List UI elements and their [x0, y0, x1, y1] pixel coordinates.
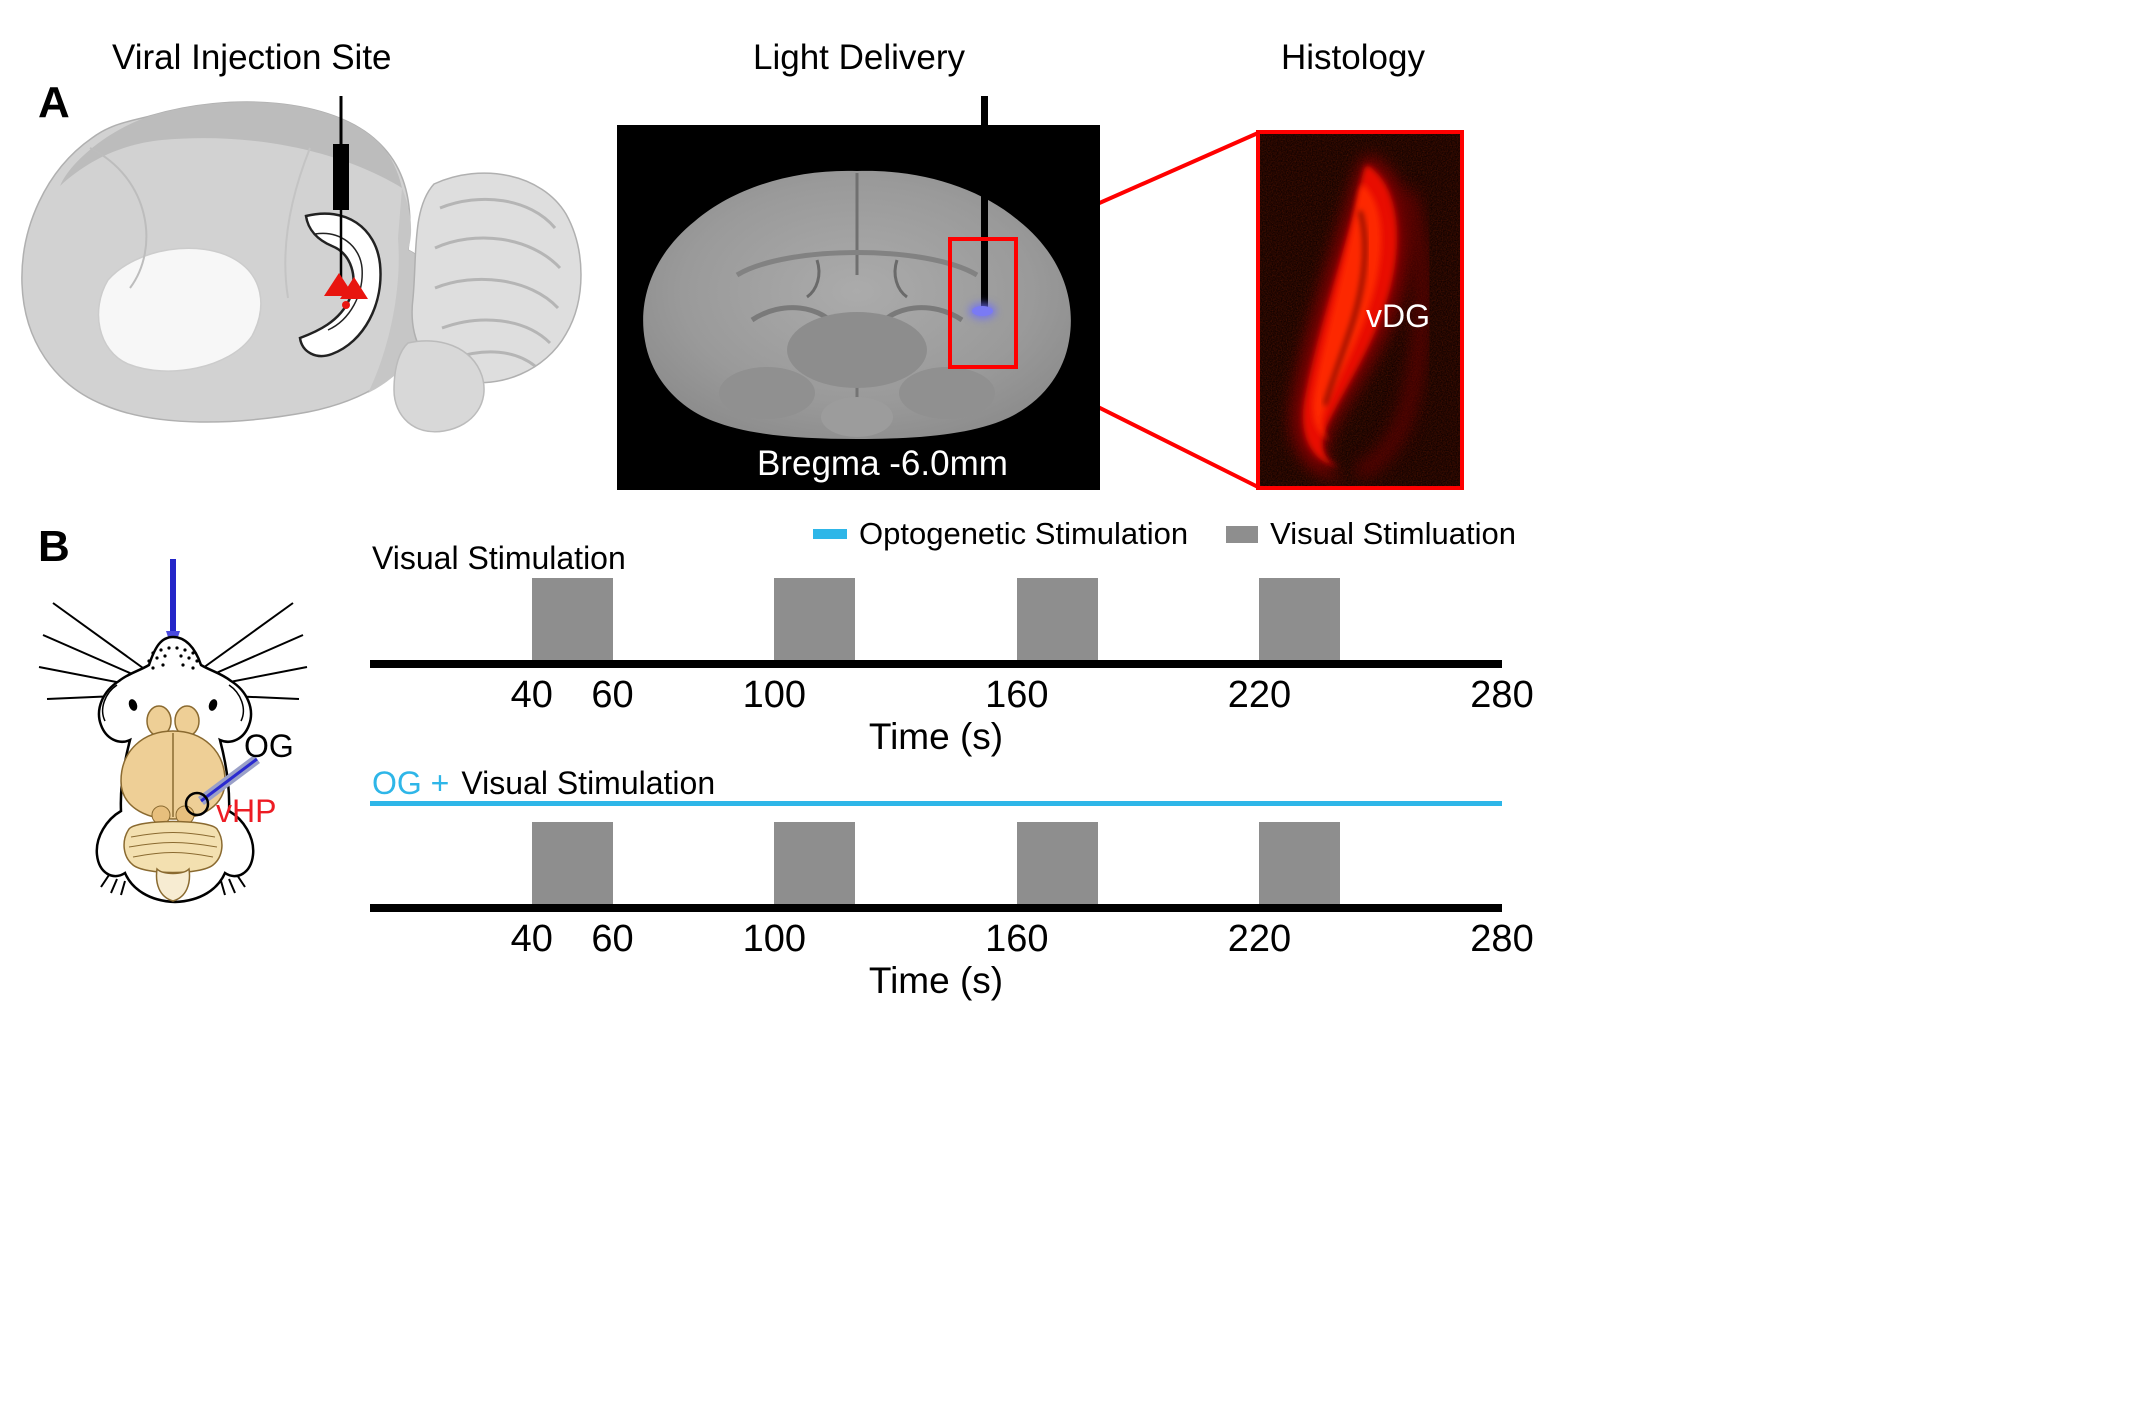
time-axis: [370, 904, 1502, 912]
cerebellum-outline: [411, 172, 582, 384]
visual-stim-bar: [1259, 578, 1341, 660]
time-axis-tick: 220: [1227, 674, 1292, 716]
visual-stim-bar: [531, 578, 613, 660]
time-axis-label: Time (s): [868, 716, 1004, 757]
bregma-caption: Bregma -6.0mm: [757, 444, 1008, 483]
time-axis-tick: 160: [985, 674, 1049, 716]
time-axis-tick: 40: [510, 918, 553, 960]
mri-coronal-section: [617, 125, 1100, 490]
implant-fiber-icon: [166, 559, 180, 643]
visual-stim-bar: [1016, 822, 1098, 904]
visual-timeline-title: Visual Stimulation: [372, 540, 626, 576]
optogenetic-legend-swatch: [813, 529, 847, 539]
histology-title: Histology: [1281, 38, 1425, 77]
time-axis: [370, 660, 1502, 668]
panel-a-label: A: [38, 78, 70, 127]
fiber-light-tip: [972, 306, 993, 316]
stimulation-legend: Optogenetic Stimulation Visual Stimluati…: [813, 516, 1516, 552]
hippocampus-outline: [298, 212, 382, 358]
time-axis-tick: 160: [985, 918, 1049, 960]
viral-injection-title: Viral Injection Site: [112, 38, 392, 77]
time-axis-tick: 100: [742, 674, 806, 716]
histology-fluorescence-image: [1260, 134, 1460, 486]
og-probe-icon: [184, 755, 260, 817]
injection-site-markers: [324, 273, 368, 309]
mri-image-frame: [617, 125, 1100, 490]
visual-stim-bar: [531, 822, 613, 904]
panel-b-label: B: [38, 522, 70, 571]
vdg-region-label: vDG: [1366, 298, 1430, 334]
time-axis-tick: 280: [1470, 918, 1534, 960]
injection-syringe-icon: [333, 96, 349, 284]
optogenetic-legend-label: Optogenetic Stimulation: [859, 516, 1189, 551]
og-label: OG: [244, 728, 294, 764]
right-eye: [208, 699, 218, 711]
optogenetic-stimulation-line: [370, 801, 1502, 806]
dorsal-cortex-band: [60, 102, 402, 188]
snout-stipple: [147, 646, 199, 670]
light-delivery-title: Light Delivery: [753, 38, 966, 77]
time-axis-tick: 60: [591, 918, 634, 960]
time-axis-label: Time (s): [868, 960, 1004, 1001]
vhp-label: vHP: [216, 793, 277, 829]
og-visual-stimulation-timeline: Time (s) 40 60 100 160 220 280: [370, 822, 1534, 1001]
time-axis-tick: 40: [510, 674, 553, 716]
histology-image-frame: [1256, 130, 1464, 490]
left-eye: [128, 699, 138, 711]
visual-stim-bar: [774, 578, 856, 660]
optical-fiber-icon: [981, 96, 988, 312]
time-axis-tick: 60: [591, 674, 634, 716]
subcortical-white-region: [97, 247, 262, 372]
brainstem-outline: [393, 340, 485, 433]
sagittal-brain-atlas: [21, 96, 582, 433]
time-axis-tick: 280: [1470, 674, 1534, 716]
time-axis-tick: 100: [742, 918, 806, 960]
og-title-part: OG +: [372, 765, 450, 801]
og-visual-timeline-title: OG + Visual Stimulation: [372, 765, 715, 802]
mouse-head-diagram: [38, 559, 308, 904]
visual-legend-label: Visual Stimluation: [1270, 516, 1516, 551]
paw-toes: [100, 874, 246, 896]
time-axis-tick: 220: [1227, 918, 1292, 960]
visual-title-part: Visual Stimulation: [461, 765, 716, 801]
visual-legend-swatch: [1226, 525, 1259, 543]
visual-stim-bar: [774, 822, 856, 904]
roi-highlight-box: [948, 237, 1018, 369]
visual-stim-bar: [1259, 822, 1341, 904]
visual-stim-bar: [1016, 578, 1098, 660]
visual-stimulation-timeline: Time (s) 40 60 100 160 220 280: [370, 578, 1534, 757]
